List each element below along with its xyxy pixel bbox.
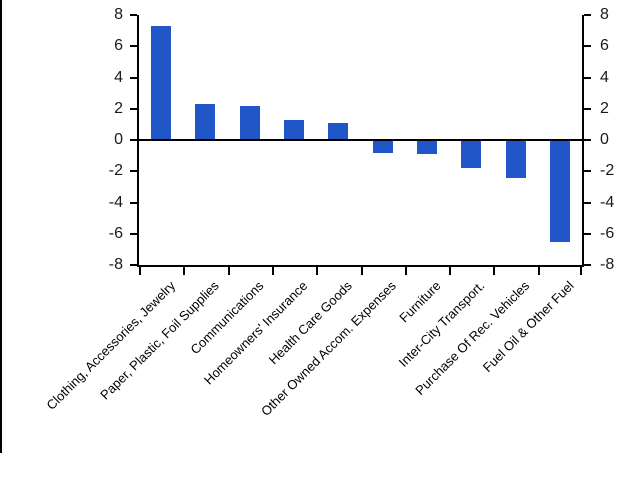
bar-communications — [239, 105, 260, 140]
y-tick-label-right-0: 0 — [600, 131, 609, 148]
y-tick-label-left--4: -4 — [108, 193, 123, 211]
bar-other-owned-accom-expenses — [372, 140, 393, 153]
bar-inter-city-transport — [461, 140, 482, 169]
y-tick-left-8 — [130, 14, 137, 16]
y-tick-label-left-0: 0 — [114, 131, 123, 148]
bar-fuel-oil-other-fuel — [549, 140, 570, 242]
x-tick-5 — [360, 267, 363, 275]
y-tick-label-right--2: -2 — [600, 162, 615, 180]
y-tick-label-left--6: -6 — [108, 224, 123, 242]
y-tick-label-right-8: 8 — [600, 6, 609, 23]
x-tick-6 — [404, 267, 407, 275]
y-tick-left--4 — [130, 201, 137, 204]
y-tick-left-2 — [130, 107, 137, 110]
y-tick-right--8 — [584, 264, 591, 266]
x-tick-8 — [493, 267, 496, 275]
x-tick-0 — [139, 267, 141, 275]
y-tick-label-left-8: 8 — [114, 6, 123, 23]
y-tick-right-2 — [584, 107, 591, 110]
y-tick-right-4 — [584, 76, 591, 79]
y-tick-label-right-4: 4 — [600, 68, 609, 86]
y-tick-right-0 — [584, 139, 591, 141]
y-tick-right--6 — [584, 232, 591, 235]
bar-paper-plastic-foil-supplies — [195, 104, 216, 140]
y-tick-label-right--4: -4 — [600, 193, 615, 211]
y-tick-left-4 — [130, 76, 137, 79]
y-tick-label-right--6: -6 — [600, 224, 615, 242]
zero-baseline — [139, 139, 582, 141]
x-tick-9 — [537, 267, 540, 275]
bar-homeowners-insurance — [284, 119, 305, 140]
y-tick-label-right--8: -8 — [600, 256, 615, 273]
bar-clothing-accessories-jewelry — [151, 25, 172, 140]
y-tick-label-left-6: 6 — [114, 37, 123, 55]
x-tick-4 — [316, 267, 319, 275]
x-tick-3 — [271, 267, 274, 275]
y-tick-left--2 — [130, 170, 137, 173]
x-category-label: Health Care Goods — [265, 278, 355, 368]
y-tick-left-0 — [130, 139, 137, 141]
y-tick-left-6 — [130, 45, 137, 48]
bar-furniture — [416, 140, 437, 155]
y-tick-label-left--8: -8 — [108, 256, 123, 273]
x-tick-1 — [183, 267, 186, 275]
y-tick-label-right-6: 6 — [600, 37, 609, 55]
y-tick-left--8 — [130, 264, 137, 266]
plot-area: 8 8 6 6 4 4 2 2 0 0 -2 -2 -4 -4 -6 -6 -8 -8 Clothing, Acc… — [43, 7, 614, 419]
window-left-border — [0, 0, 2, 453]
bar-purchase-of-rec-vehicles — [505, 140, 526, 178]
y-tick-label-left-2: 2 — [114, 99, 123, 117]
x-tick-7 — [449, 267, 452, 275]
x-tick-10 — [580, 267, 582, 275]
bar-health-care-goods — [328, 122, 349, 140]
y-tick-label-left-4: 4 — [114, 68, 123, 86]
y-tick-right-8 — [584, 14, 591, 16]
y-tick-left--6 — [130, 232, 137, 235]
y-tick-right-6 — [584, 45, 591, 48]
y-tick-right--4 — [584, 201, 591, 204]
y-tick-label-left--2: -2 — [108, 162, 123, 180]
y-tick-label-right-2: 2 — [600, 99, 609, 117]
x-tick-2 — [227, 267, 230, 275]
y-tick-right--2 — [584, 170, 591, 173]
